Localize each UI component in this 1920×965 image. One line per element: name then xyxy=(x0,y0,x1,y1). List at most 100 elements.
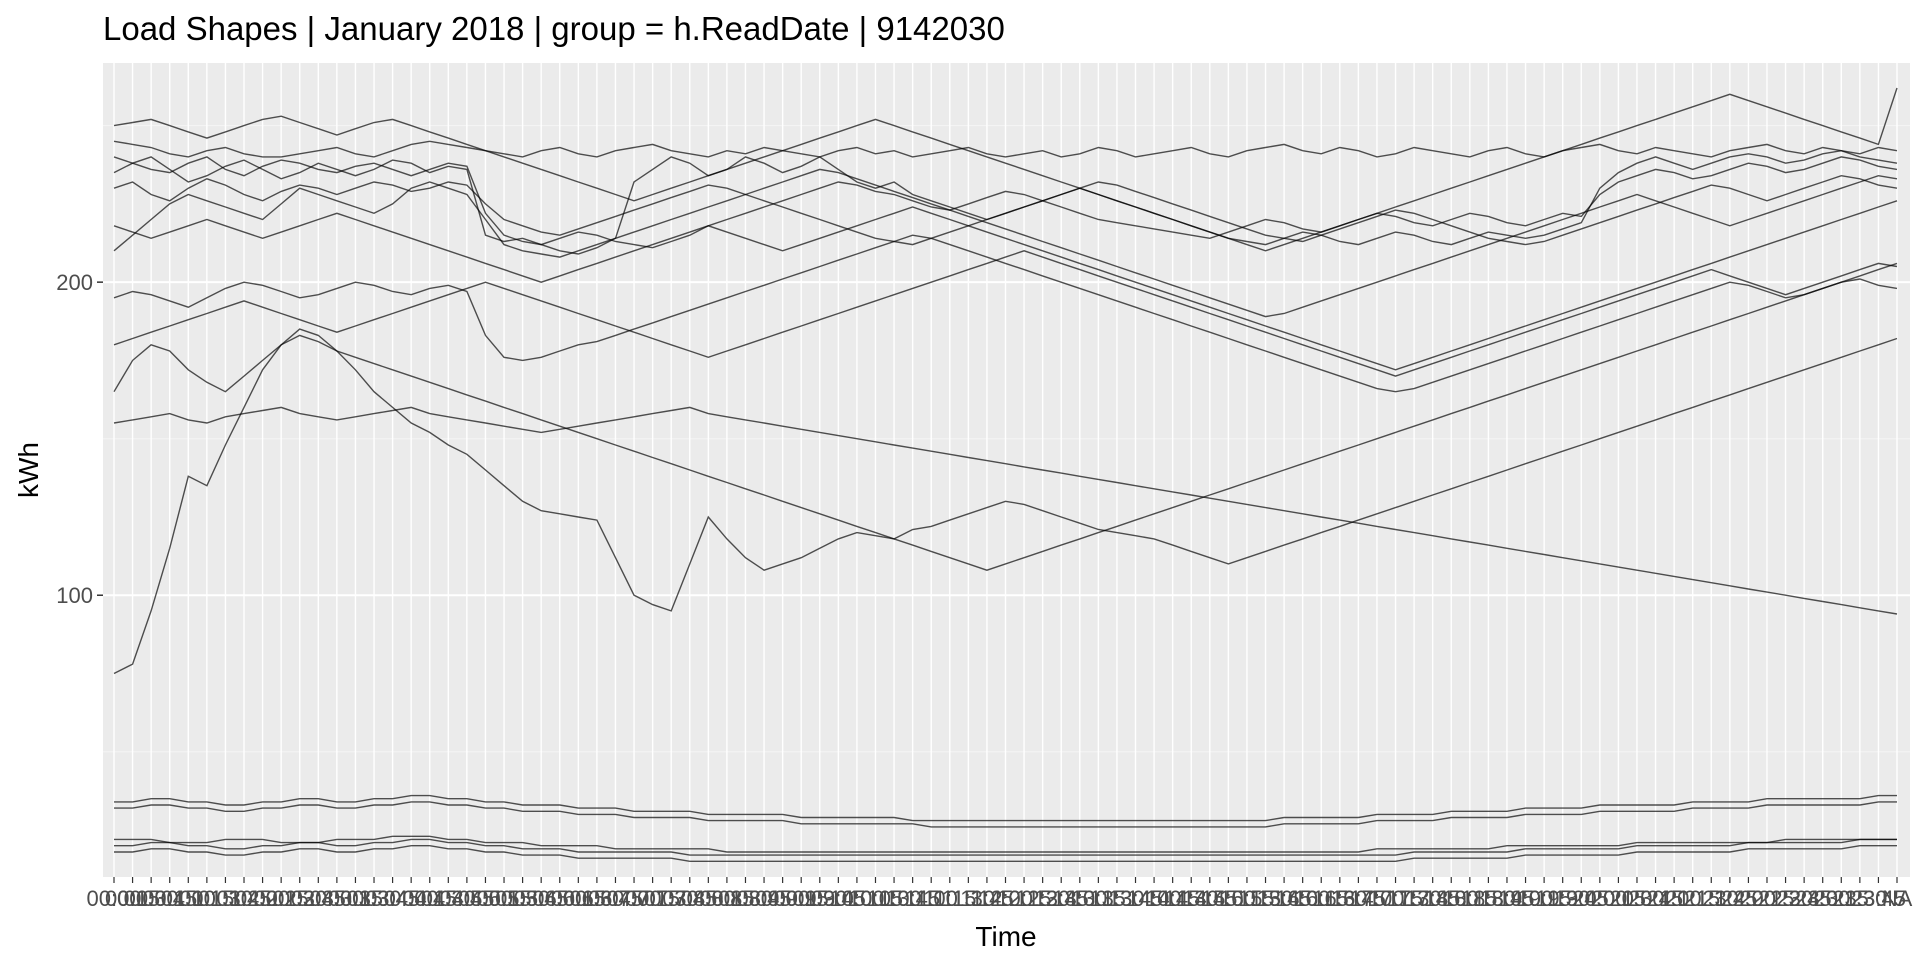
x-tick-label: 11:30 xyxy=(942,886,995,911)
x-tick-label: 08:00 xyxy=(681,886,736,911)
x-tick-label: 08:15 xyxy=(699,886,754,911)
x-tick-label: 02:30 xyxy=(272,886,327,911)
x-tick-label: 02:15 xyxy=(254,886,309,911)
series-line-11 xyxy=(113,87,1898,252)
x-tick-label: 12:30 xyxy=(1015,886,1070,911)
x-tick-label: 16:15 xyxy=(1294,886,1349,911)
series-line-15 xyxy=(114,838,1897,856)
x-tick-label: 07:30 xyxy=(644,886,699,911)
x-tick-label: 02:45 xyxy=(291,886,346,911)
x-tick-label: 10:15 xyxy=(848,886,903,911)
x-tick-label: 20:30 xyxy=(1609,886,1664,911)
x-tick-label: 07:45 xyxy=(662,886,717,911)
series-line-10 xyxy=(113,406,1898,615)
x-tick-label: 04:45 xyxy=(439,886,494,911)
x-tick-label: 17:30 xyxy=(1387,886,1442,911)
series-line-14 xyxy=(114,801,1897,828)
x-tick-label: 22:45 xyxy=(1777,886,1832,911)
x-tick-label: 08:45 xyxy=(737,886,792,911)
x-tick-label: 22:00 xyxy=(1721,886,1776,911)
x-tick-label: 20:15 xyxy=(1591,886,1646,911)
x-tick-label: 03:00 xyxy=(309,886,364,911)
series-line-4 xyxy=(113,174,1898,246)
x-tick-label: 14:45 xyxy=(1182,886,1237,911)
x-tick-label: 19:00 xyxy=(1498,886,1553,911)
x-tick-label: 01:45 xyxy=(216,886,271,911)
x-tick-label: 17:00 xyxy=(1349,886,1404,911)
x-tick-label: 14:15 xyxy=(1145,886,1200,911)
x-tick-label: 05:00 xyxy=(458,886,513,911)
x-tick-label: 07:15 xyxy=(625,886,680,911)
y-axis: 100 200 xyxy=(56,270,103,608)
x-tick-label: 09:30 xyxy=(792,886,847,911)
x-tick-label: 06:30 xyxy=(569,886,624,911)
x-tick-label: 15:30 xyxy=(1238,886,1293,911)
x-axis-title: Time xyxy=(975,921,1036,952)
x-tick-label: 20:45 xyxy=(1628,886,1683,911)
x-tick-label: 17:15 xyxy=(1368,886,1423,911)
x-tick-label: 23:45 xyxy=(1851,886,1906,911)
x-tick-label: 13:15 xyxy=(1071,886,1126,911)
x-tick-label: 10:45 xyxy=(885,886,940,911)
x-tick-label: 11:00 xyxy=(904,886,957,911)
series-line-1 xyxy=(113,140,1898,158)
x-tick-label: 19:45 xyxy=(1554,886,1609,911)
series-line-6 xyxy=(113,234,1898,393)
x-tick-label: 16:00 xyxy=(1275,886,1330,911)
x-tick-label: 22:30 xyxy=(1758,886,1813,911)
series-line-12 xyxy=(113,200,1898,371)
x-tick-label: 01:15 xyxy=(179,886,234,911)
x-tick-label: 21:15 xyxy=(1665,886,1720,911)
y-tick-label: 200 xyxy=(56,270,93,295)
x-tick-label: 02:00 xyxy=(235,886,290,911)
y-axis-title: kWh xyxy=(13,442,44,498)
x-tick-label: 21:45 xyxy=(1702,886,1757,911)
x-tick-label: 22:15 xyxy=(1739,886,1794,911)
x-tick-label: 15:15 xyxy=(1219,886,1274,911)
x-tick-label: 00:30 xyxy=(124,886,179,911)
x-tick-label: 12:45 xyxy=(1034,886,1089,911)
x-tick-label: 14:30 xyxy=(1164,886,1219,911)
x-tick-label: 10:00 xyxy=(829,886,884,911)
x-tick-label: 21:30 xyxy=(1684,886,1739,911)
x-tick-label: 04:15 xyxy=(402,886,457,911)
x-tick-label: 13:45 xyxy=(1108,886,1163,911)
x-tick-label: 18:45 xyxy=(1479,886,1534,911)
x-tick-label: 08:30 xyxy=(718,886,773,911)
x-tick-label: 21:00 xyxy=(1647,886,1702,911)
x-tick-label: 03:45 xyxy=(365,886,420,911)
x-tick-label: 05:30 xyxy=(495,886,550,911)
chart-title: Load Shapes | January 2018 | group = h.R… xyxy=(103,10,1005,47)
x-tick-label: 06:00 xyxy=(532,886,587,911)
x-tick-label: 13:00 xyxy=(1052,886,1107,911)
x-tick-label: 15:00 xyxy=(1201,886,1256,911)
x-tick-label: 10:30 xyxy=(867,886,922,911)
x-tick-label: 15:45 xyxy=(1257,886,1312,911)
x-tick-label: 17:45 xyxy=(1405,886,1460,911)
x-tick-label: 18:30 xyxy=(1461,886,1516,911)
series-line-8 xyxy=(113,328,1898,675)
series-line-7 xyxy=(113,250,1898,377)
x-tick-label: 19:30 xyxy=(1535,886,1590,911)
x-tick-label: 14:00 xyxy=(1127,886,1182,911)
series-line-5 xyxy=(113,168,1898,318)
x-tick-label: 11:45 xyxy=(960,886,1013,911)
x-tick-label: 20:00 xyxy=(1572,886,1627,911)
x-tick-label: 18:15 xyxy=(1442,886,1497,911)
x-tick-label: 03:30 xyxy=(346,886,401,911)
x-tick-label: 09:00 xyxy=(755,886,810,911)
series-line-17 xyxy=(114,835,1897,853)
x-axis: 00:0000:1500:3000:4501:0001:1501:3001:45… xyxy=(86,877,1913,911)
plot-panel xyxy=(103,63,1910,877)
x-tick-label: 05:15 xyxy=(477,886,532,911)
x-tick-label: 23:00 xyxy=(1795,886,1850,911)
x-tick-label: 05:45 xyxy=(514,886,569,911)
x-tick-label: 07:00 xyxy=(607,886,662,911)
series-line-16 xyxy=(114,845,1897,862)
series-line-9 xyxy=(113,262,1898,571)
x-tick-label: 23:30 xyxy=(1832,886,1887,911)
x-tick-label: 01:00 xyxy=(161,886,216,911)
series-line-13 xyxy=(114,794,1897,822)
